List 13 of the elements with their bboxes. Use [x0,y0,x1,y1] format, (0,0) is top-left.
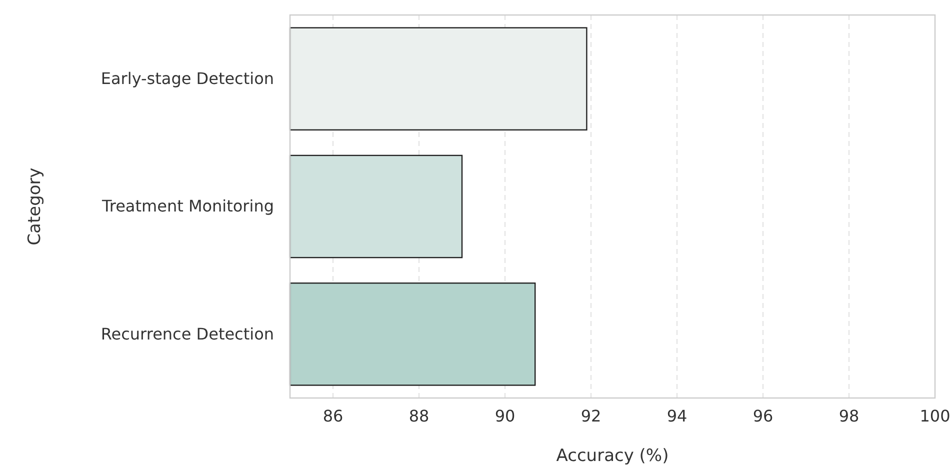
x-tick-label: 88 [408,406,430,426]
x-tick-label: 94 [666,406,688,426]
x-tick-label: 86 [322,406,344,426]
x-tick-label: 90 [494,406,516,426]
y-tick-label: Treatment Monitoring [100,196,274,216]
y-tick-label: Early-stage Detection [100,68,274,88]
y-tick-label: Recurrence Detection [100,324,274,344]
y-axis-title: Category [25,168,45,246]
x-tick-label: 100 [920,406,950,426]
x-axis-title: Accuracy (%) [556,446,669,466]
x-tick-label: 96 [752,406,774,426]
x-tick-label: 92 [580,406,602,426]
x-tick-label: 98 [838,406,860,426]
